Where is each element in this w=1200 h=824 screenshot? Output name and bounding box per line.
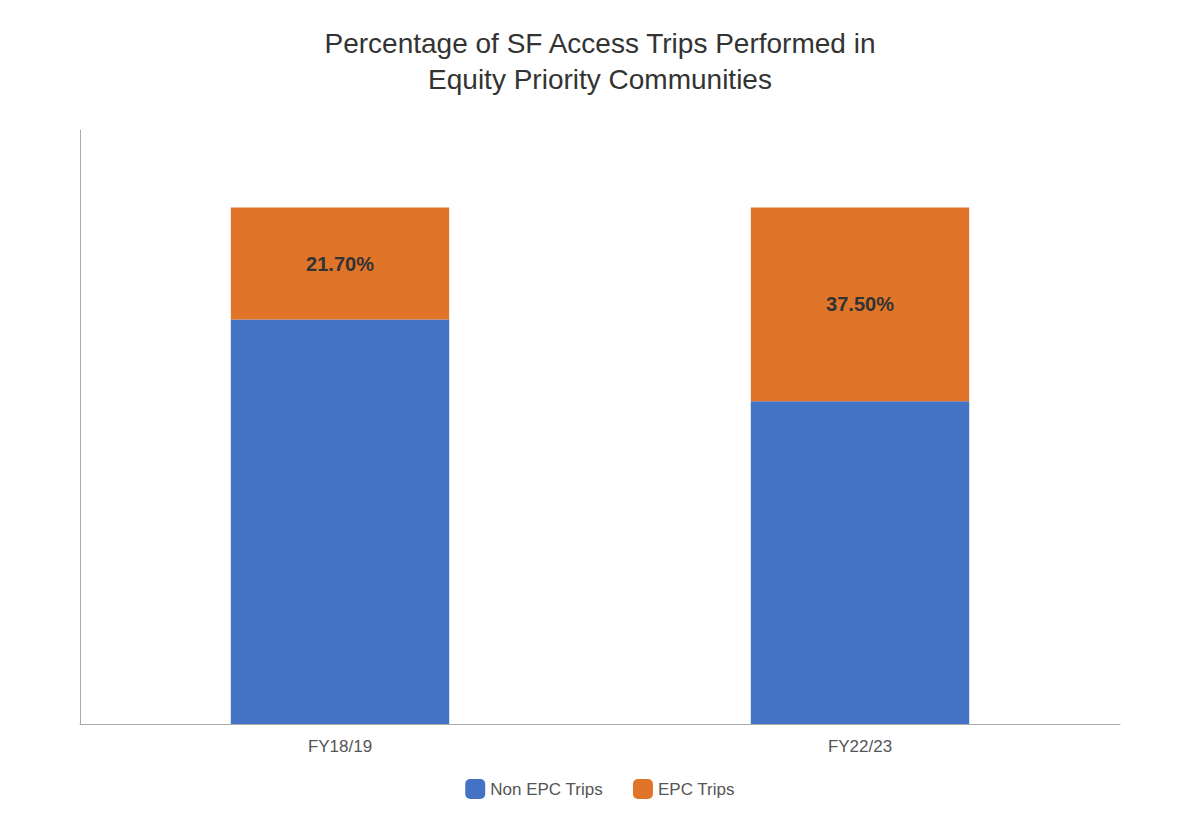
svg-text:FY22/23: FY22/23 [828,737,892,756]
svg-text:37.50%: 37.50% [826,293,894,315]
svg-text:21.70%: 21.70% [306,253,374,275]
svg-text:Percentage of SF Access Trips: Percentage of SF Access Trips Performed … [325,28,876,59]
svg-text:Non EPC Trips: Non EPC Trips [490,780,602,799]
svg-text:FY18/19: FY18/19 [308,737,372,756]
svg-text:Equity Priority Communities: Equity Priority Communities [428,64,772,95]
svg-text:EPC Trips: EPC Trips [658,780,735,799]
